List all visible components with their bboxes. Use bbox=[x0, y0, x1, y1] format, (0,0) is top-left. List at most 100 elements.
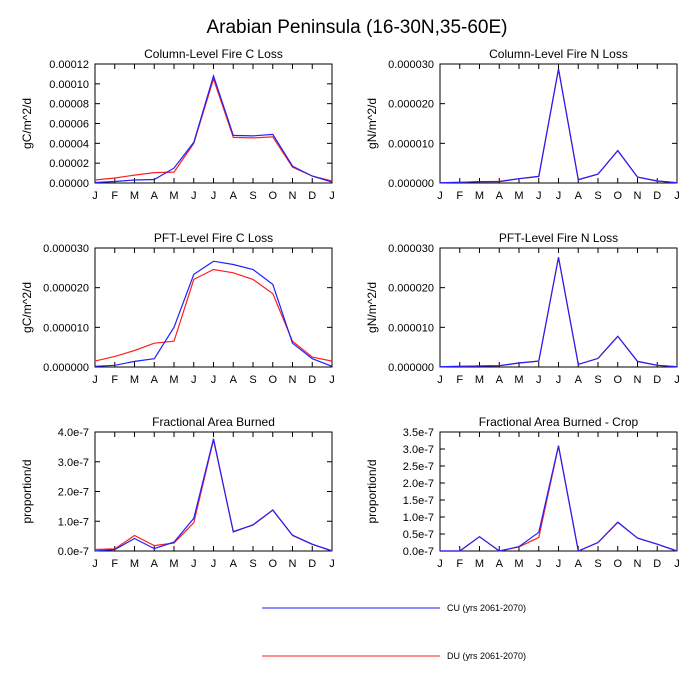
series-line-du bbox=[439, 257, 678, 368]
x-tick-label: F bbox=[456, 374, 463, 386]
plot-frame bbox=[439, 63, 678, 184]
plot-frame bbox=[439, 247, 678, 368]
x-tick-label: A bbox=[230, 374, 238, 386]
chart-title: Column-Level Fire N Loss bbox=[489, 47, 628, 61]
x-tick-label: J bbox=[437, 558, 443, 570]
x-tick-label: J bbox=[536, 374, 542, 386]
x-tick-label: D bbox=[653, 374, 661, 386]
x-tick-label: A bbox=[230, 190, 238, 202]
series-line-du bbox=[94, 439, 333, 552]
x-tick-label: J bbox=[556, 190, 562, 202]
x-tick-label: J bbox=[191, 190, 197, 202]
y-tick-label: 2.0e-7 bbox=[58, 487, 89, 499]
x-tick-label: N bbox=[634, 190, 642, 202]
series-line-du bbox=[94, 268, 333, 362]
chart-title: Column-Level Fire C Loss bbox=[144, 47, 283, 61]
y-tick-label: 1.5e-7 bbox=[403, 495, 434, 507]
y-axis-label: gN/m^2/d bbox=[365, 98, 379, 149]
x-tick-label: S bbox=[249, 374, 256, 386]
plot-frame bbox=[439, 431, 678, 552]
x-tick-label: A bbox=[575, 558, 583, 570]
y-tick-label: 3.5e-7 bbox=[403, 427, 434, 439]
y-tick-label: 0.00006 bbox=[49, 119, 89, 131]
y-tick-label: 0.00002 bbox=[49, 158, 89, 170]
x-tick-label: M bbox=[475, 558, 484, 570]
y-tick-label: 2.0e-7 bbox=[403, 478, 434, 490]
plot-frame bbox=[94, 63, 333, 184]
x-tick-label: S bbox=[594, 558, 601, 570]
y-tick-label: 1.0e-7 bbox=[58, 516, 89, 528]
y-tick-label: 1.0e-7 bbox=[403, 512, 434, 524]
x-tick-label: J bbox=[211, 374, 217, 386]
x-tick-label: F bbox=[111, 374, 118, 386]
series-line-cu bbox=[94, 260, 333, 367]
y-tick-label: 0.0e-7 bbox=[403, 546, 434, 558]
x-tick-label: O bbox=[613, 558, 622, 570]
x-tick-label: M bbox=[475, 374, 484, 386]
plot-frame bbox=[94, 431, 333, 552]
x-tick-label: M bbox=[130, 558, 139, 570]
y-axis-label: proportion/d bbox=[20, 459, 34, 523]
x-tick-label: O bbox=[268, 374, 277, 386]
x-tick-label: J bbox=[556, 558, 562, 570]
x-tick-label: S bbox=[594, 374, 601, 386]
x-tick-label: J bbox=[191, 374, 197, 386]
x-tick-label: J bbox=[674, 558, 680, 570]
x-tick-label: M bbox=[130, 374, 139, 386]
x-tick-label: M bbox=[169, 190, 178, 202]
x-tick-label: J bbox=[191, 558, 197, 570]
x-tick-label: N bbox=[289, 190, 297, 202]
x-tick-label: M bbox=[514, 374, 523, 386]
y-axis-label: gC/m^2/d bbox=[20, 282, 34, 333]
y-tick-label: 0.000000 bbox=[388, 178, 434, 190]
x-tick-label: J bbox=[437, 374, 443, 386]
x-tick-label: D bbox=[308, 558, 316, 570]
y-tick-label: 0.000030 bbox=[388, 243, 434, 255]
x-tick-label: F bbox=[456, 190, 463, 202]
x-tick-label: A bbox=[151, 190, 159, 202]
x-tick-label: A bbox=[496, 374, 504, 386]
x-tick-label: J bbox=[92, 558, 98, 570]
x-tick-label: A bbox=[151, 374, 159, 386]
y-tick-label: 0.5e-7 bbox=[403, 529, 434, 541]
x-tick-label: J bbox=[211, 190, 217, 202]
x-tick-label: D bbox=[308, 190, 316, 202]
series-line-du bbox=[94, 76, 333, 182]
x-tick-label: J bbox=[536, 558, 542, 570]
y-tick-label: 0.000000 bbox=[388, 362, 434, 374]
x-tick-label: A bbox=[151, 558, 159, 570]
y-tick-label: 0.000010 bbox=[388, 138, 434, 150]
chart-title: PFT-Level Fire N Loss bbox=[499, 231, 618, 245]
x-tick-label: J bbox=[536, 190, 542, 202]
y-axis-label: proportion/d bbox=[365, 459, 379, 523]
series-line-cu bbox=[440, 445, 678, 552]
x-tick-label: N bbox=[634, 374, 642, 386]
x-tick-label: O bbox=[613, 374, 622, 386]
series-line-cu bbox=[439, 257, 678, 368]
y-axis-label: gN/m^2/d bbox=[365, 282, 379, 333]
x-tick-label: M bbox=[169, 374, 178, 386]
y-tick-label: 0.00008 bbox=[49, 99, 89, 111]
x-tick-label: A bbox=[496, 190, 504, 202]
chart-title: Fractional Area Burned bbox=[152, 415, 275, 429]
series-line-du bbox=[440, 446, 678, 552]
x-tick-label: N bbox=[289, 558, 297, 570]
x-tick-label: M bbox=[169, 558, 178, 570]
x-tick-label: J bbox=[674, 190, 680, 202]
y-tick-label: 3.0e-7 bbox=[58, 457, 89, 469]
x-tick-label: A bbox=[575, 374, 583, 386]
x-tick-label: J bbox=[211, 558, 217, 570]
y-tick-label: 0.000010 bbox=[43, 322, 89, 334]
y-tick-label: 0.00004 bbox=[49, 138, 89, 150]
x-tick-label: F bbox=[111, 190, 118, 202]
y-tick-label: 0.000010 bbox=[388, 322, 434, 334]
x-tick-label: S bbox=[249, 558, 256, 570]
y-tick-label: 0.000030 bbox=[43, 243, 89, 255]
x-tick-label: J bbox=[329, 558, 335, 570]
y-tick-label: 0.000000 bbox=[43, 362, 89, 374]
